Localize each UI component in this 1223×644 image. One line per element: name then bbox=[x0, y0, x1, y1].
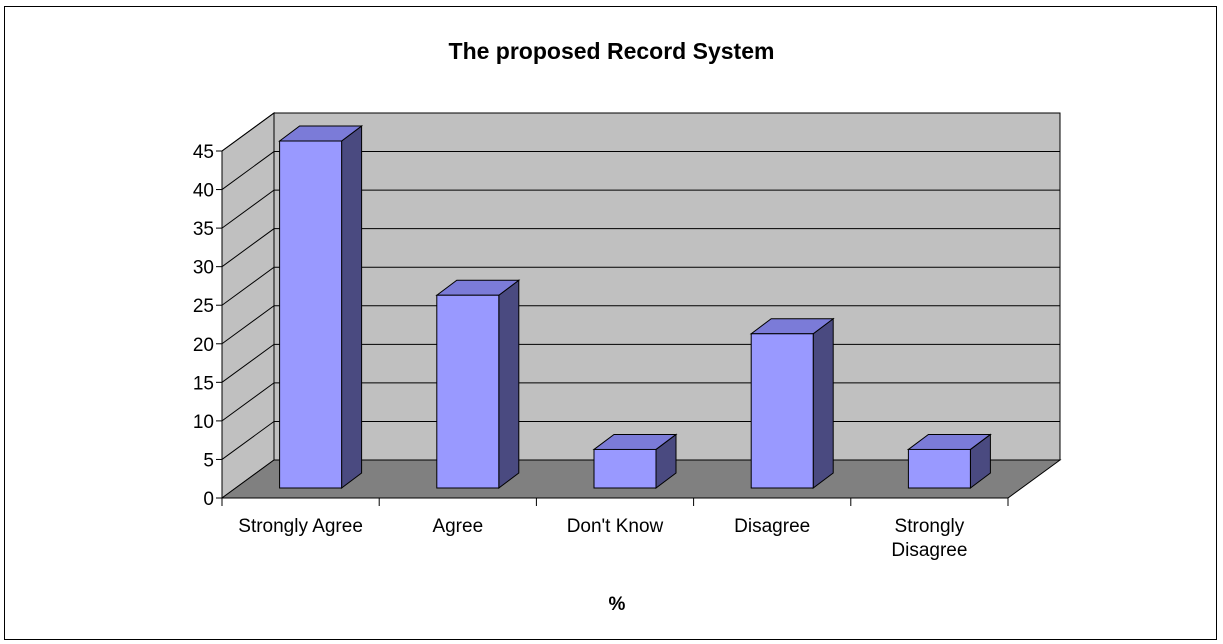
bar-side bbox=[341, 125, 363, 489]
y-tick-label: 0 bbox=[203, 489, 214, 510]
bar-side bbox=[498, 279, 520, 489]
gridline bbox=[221, 228, 1060, 268]
x-tick-label: Disagree bbox=[891, 540, 967, 561]
bar-side bbox=[812, 317, 834, 489]
x-axis-title: % bbox=[609, 594, 626, 615]
gridline bbox=[221, 189, 1060, 229]
bar bbox=[593, 448, 657, 489]
y-tick-label: 45 bbox=[193, 142, 214, 163]
y-tick-label: 30 bbox=[193, 258, 214, 279]
gridline bbox=[221, 266, 1060, 306]
y-tick-label: 10 bbox=[193, 412, 214, 433]
chart-title: The proposed Record System bbox=[448, 38, 775, 64]
bar bbox=[907, 448, 971, 489]
back-wall bbox=[273, 112, 1061, 461]
y-tick-label: 25 bbox=[193, 296, 214, 317]
x-tick-label: Strongly Agree bbox=[238, 516, 363, 537]
x-tick-label: Disagree bbox=[734, 516, 810, 537]
y-tick-label: 5 bbox=[203, 450, 214, 471]
x-tick-label: Don't Know bbox=[567, 516, 664, 537]
gridline bbox=[221, 112, 1060, 152]
x-tick-label: Strongly bbox=[895, 516, 965, 537]
y-tick-label: 40 bbox=[193, 181, 214, 202]
y-tick-label: 15 bbox=[193, 373, 214, 394]
y-tick-label: 35 bbox=[193, 219, 214, 240]
gridline bbox=[221, 305, 1060, 345]
bar bbox=[436, 294, 500, 489]
bar bbox=[279, 140, 343, 489]
y-tick-label: 20 bbox=[193, 335, 214, 356]
x-tick-label: Agree bbox=[432, 516, 483, 537]
bar bbox=[750, 333, 814, 489]
gridline bbox=[221, 151, 1060, 190]
